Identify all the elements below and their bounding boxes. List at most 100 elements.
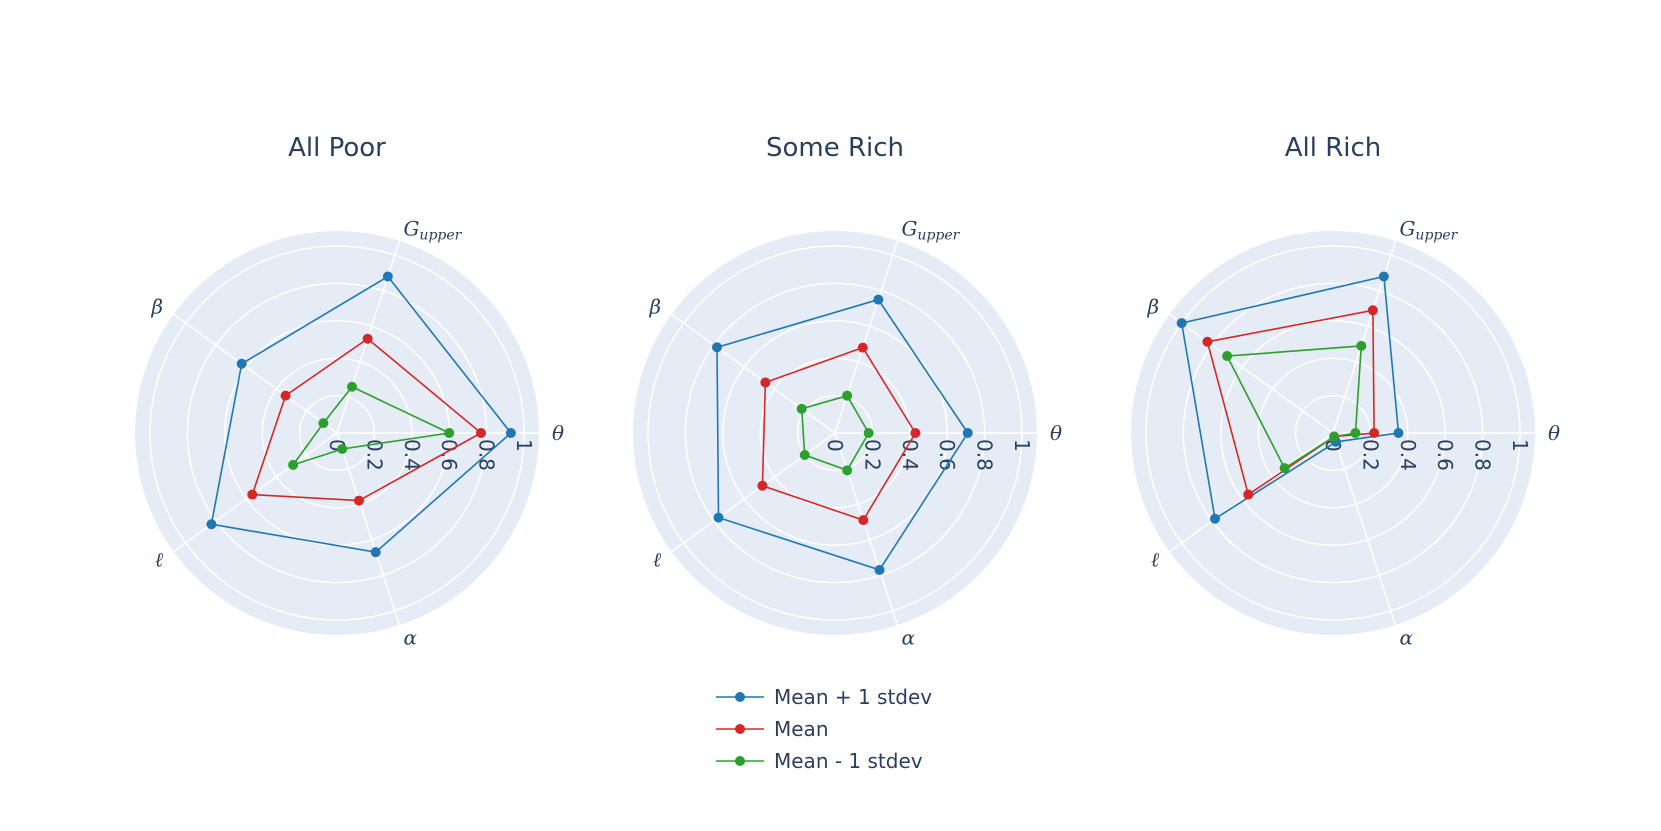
data-point[interactable] <box>280 390 291 401</box>
data-point[interactable] <box>444 428 455 438</box>
angular-gridline <box>671 313 836 434</box>
data-point[interactable] <box>711 342 722 353</box>
data-point[interactable] <box>1350 428 1361 438</box>
legend-marker <box>735 692 745 702</box>
data-point[interactable] <box>236 358 247 369</box>
data-point[interactable] <box>1329 431 1340 442</box>
legend-item[interactable]: Mean - 1 stdev <box>716 749 923 773</box>
data-point[interactable] <box>1209 513 1220 524</box>
data-point[interactable] <box>1176 318 1187 329</box>
panels: All Poor θ Gupper β ℓ α 0 0.2 0.4 0.6 0.8 1 Some Ric… <box>135 133 1560 649</box>
data-point[interactable] <box>1279 463 1290 474</box>
angular-axis-label: β <box>648 295 661 319</box>
data-point[interactable] <box>370 547 381 558</box>
legend-item[interactable]: Mean + 1 stdev <box>716 685 932 709</box>
legend-marker <box>735 756 745 766</box>
series-line <box>716 298 969 571</box>
series-line <box>210 275 512 554</box>
angular-axis-label: α <box>1399 625 1413 649</box>
radial-tick-label: 0.8 <box>973 439 997 471</box>
radial-tick-label: 0.8 <box>1471 439 1495 471</box>
radial-tick-label: 0.2 <box>1358 439 1382 471</box>
angular-axis-label: ℓ <box>155 547 164 571</box>
data-point[interactable] <box>1202 336 1213 347</box>
angular-axis-label: α <box>403 625 417 649</box>
angular-axis-label: θ <box>1548 421 1560 445</box>
series-line <box>800 394 870 472</box>
legend[interactable]: Mean + 1 stdev Mean Mean - 1 stdev <box>716 685 932 773</box>
angular-gridline <box>834 432 899 626</box>
angular-axis-label: α <box>901 625 915 649</box>
data-point[interactable] <box>247 489 258 500</box>
angular-axis-label: Gupper <box>1399 217 1458 244</box>
angular-gridline <box>173 313 338 434</box>
series-line <box>251 337 483 502</box>
legend-label: Mean <box>774 717 829 741</box>
data-point[interactable] <box>863 428 874 438</box>
radial-tick-label: 0.2 <box>860 439 884 471</box>
legend-label: Mean - 1 stdev <box>774 749 923 773</box>
legend-label: Mean + 1 stdev <box>774 685 932 709</box>
data-point[interactable] <box>505 428 516 438</box>
series-line <box>761 346 917 522</box>
angular-gridline <box>1169 313 1334 434</box>
panel-title: Some Rich <box>766 133 904 163</box>
data-point[interactable] <box>353 495 364 506</box>
radial-tick-label: 0.4 <box>400 439 424 471</box>
data-point[interactable] <box>757 480 768 491</box>
data-point[interactable] <box>910 428 921 438</box>
data-point[interactable] <box>337 444 348 455</box>
radial-tick-label: 1 <box>512 439 536 452</box>
data-point[interactable] <box>1369 428 1380 438</box>
angular-axis-label: θ <box>552 421 564 445</box>
data-point[interactable] <box>347 381 358 392</box>
angular-axis-label: ℓ <box>1151 547 1160 571</box>
data-point[interactable] <box>1356 340 1367 351</box>
data-point[interactable] <box>1378 271 1389 282</box>
legend-marker <box>735 724 745 734</box>
series-line <box>1180 275 1400 521</box>
angular-axis-label: Gupper <box>403 217 462 244</box>
data-point[interactable] <box>206 519 217 530</box>
data-point[interactable] <box>842 390 853 401</box>
data-point[interactable] <box>288 459 299 470</box>
data-point[interactable] <box>796 403 807 414</box>
angular-axis-label: ℓ <box>653 547 662 571</box>
radial-tick-label: 0.4 <box>1396 439 1420 471</box>
series-line <box>291 385 452 467</box>
radial-tick-label: 1 <box>1010 439 1034 452</box>
data-point[interactable] <box>874 564 885 575</box>
radial-tick-label: 0.6 <box>1433 439 1457 471</box>
angular-gridline <box>336 432 401 626</box>
data-point[interactable] <box>873 294 884 305</box>
radial-tick-label: 0 <box>823 439 847 452</box>
data-point[interactable] <box>858 515 869 526</box>
panel-title: All Rich <box>1285 133 1382 163</box>
radial-tick-label: 1 <box>1508 439 1532 452</box>
data-point[interactable] <box>799 449 810 460</box>
angular-axis-label: β <box>150 295 163 319</box>
angular-axis-label: Gupper <box>901 217 960 244</box>
data-point[interactable] <box>1243 489 1254 500</box>
data-point[interactable] <box>713 512 724 523</box>
data-point[interactable] <box>475 428 486 438</box>
data-point[interactable] <box>362 333 373 344</box>
legend-item[interactable]: Mean <box>716 717 829 741</box>
data-point[interactable] <box>857 342 868 353</box>
data-point[interactable] <box>1367 305 1378 316</box>
angular-axis-label: θ <box>1050 421 1062 445</box>
data-point[interactable] <box>842 465 853 476</box>
data-point[interactable] <box>1222 351 1233 362</box>
data-point[interactable] <box>382 271 393 282</box>
panel-title: All Poor <box>288 133 386 163</box>
angular-gridline <box>834 240 899 434</box>
data-point[interactable] <box>962 428 973 438</box>
angular-axis-label: β <box>1146 295 1159 319</box>
data-point[interactable] <box>1393 428 1404 438</box>
data-point[interactable] <box>760 377 771 388</box>
data-point[interactable] <box>318 418 329 429</box>
